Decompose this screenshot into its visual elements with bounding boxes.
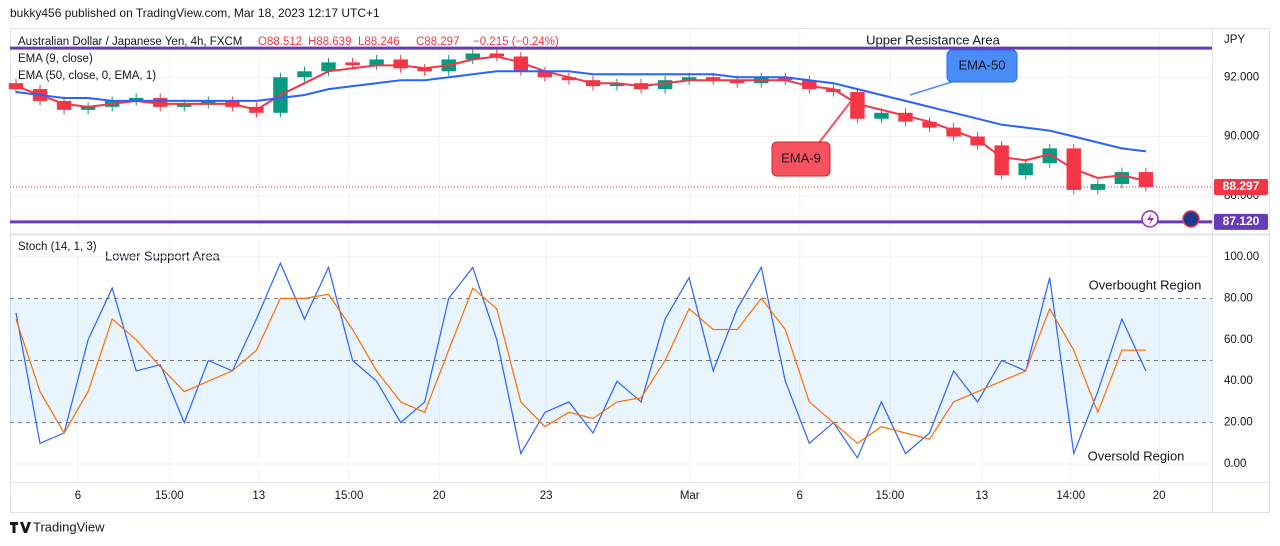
- y-tick-label: 60.00: [1224, 334, 1253, 346]
- x-tick-label: 14:00: [1056, 490, 1085, 502]
- level-price-label: 87.120: [1223, 214, 1260, 228]
- candle-body: [153, 97, 168, 107]
- candle-body: [826, 89, 841, 93]
- x-tick-label: 15:00: [155, 490, 184, 502]
- candle-body: [128, 97, 144, 101]
- candle-body: [729, 80, 745, 84]
- indicator-legend: EMA (50, close, 0, EMA, 1): [18, 70, 156, 82]
- x-tick-label: 13: [252, 490, 265, 502]
- level-price-tag: [1214, 213, 1268, 230]
- callout-text: EMA-50: [959, 57, 1006, 72]
- indicator-legend: EMA (9, close): [18, 53, 93, 65]
- y-tick-label: 0.00: [1224, 458, 1246, 470]
- ohlc-value: O88.512: [258, 36, 302, 48]
- candle-body: [898, 112, 913, 122]
- x-tick-label: 20: [433, 490, 446, 502]
- candle-body: [417, 68, 432, 72]
- candle-body: [1018, 163, 1033, 176]
- candle-body: [970, 136, 985, 146]
- symbol-title: Australian Dollar / Japanese Yen, 4h, FX…: [18, 36, 242, 48]
- candle-body: [513, 56, 529, 72]
- region-label: Overbought Region: [1089, 277, 1202, 292]
- x-tick-label: 6: [797, 490, 803, 502]
- x-tick-label: 15:00: [875, 490, 904, 502]
- axis-unit: JPY: [1224, 34, 1245, 46]
- candle-body: [681, 77, 697, 81]
- ema-line: [15, 70, 1147, 153]
- ohlc-value: H88.639: [308, 36, 351, 48]
- candle-body: [297, 71, 312, 78]
- candle-body: [946, 127, 961, 137]
- candle-body: [537, 71, 553, 78]
- candle-body: [465, 53, 480, 60]
- candle-body: [994, 145, 1009, 176]
- x-tick-label: 6: [75, 490, 81, 502]
- candle-body: [778, 77, 793, 81]
- ohlc-value: C88.297: [416, 36, 459, 48]
- y-tick-label: 90.000: [1224, 131, 1259, 143]
- candle-body: [705, 77, 721, 81]
- candle-body: [345, 62, 360, 66]
- x-tick-label: 13: [975, 490, 988, 502]
- candle-body: [1042, 148, 1057, 164]
- brand-name: TradingView: [33, 519, 105, 534]
- stoch-line: [15, 261, 1147, 460]
- region-label: Oversold Region: [1088, 448, 1185, 463]
- last-price-label: 88.297: [1223, 179, 1260, 193]
- alert-icon-bolt: [1147, 213, 1154, 225]
- candle-body: [489, 53, 505, 57]
- candle-body: [561, 77, 577, 81]
- y-tick-label: 100.00: [1224, 251, 1259, 263]
- x-tick-label: 20: [1153, 490, 1166, 502]
- y-tick-label: 92.000: [1224, 71, 1259, 83]
- candle-body: [1090, 183, 1106, 190]
- x-tick-label: 23: [540, 490, 553, 502]
- callout-pointer: [817, 99, 853, 145]
- last-price-tag: [1214, 179, 1268, 196]
- y-tick-label: 40.00: [1224, 375, 1253, 387]
- indicator-legend: Stoch (14, 1, 3): [18, 241, 97, 253]
- candle-body: [1114, 172, 1130, 184]
- callout-box: [771, 141, 831, 177]
- candle-body: [922, 121, 937, 128]
- callout-pointer: [909, 79, 959, 96]
- brand: TradingView: [10, 519, 105, 534]
- candle-body: [1138, 172, 1154, 187]
- ema-line: [15, 55, 1147, 182]
- candle-body: [657, 80, 673, 90]
- candle-body: [802, 80, 817, 90]
- stoch-line: [15, 287, 1146, 445]
- y-tick-label: 20.00: [1224, 417, 1253, 429]
- callout-box: [946, 49, 1018, 83]
- y-tick-label: 80.00: [1224, 292, 1253, 304]
- x-tick-label: Mar: [680, 490, 700, 502]
- candle-body: [393, 59, 408, 69]
- candle-body: [369, 59, 384, 66]
- ohlc-value: L88.246: [358, 36, 400, 48]
- brand-logo: [10, 522, 31, 533]
- candle-body: [321, 62, 336, 72]
- chart-frame: [10, 28, 1270, 513]
- candle-body: [80, 106, 96, 110]
- candle-body: [201, 100, 216, 104]
- callout-text: EMA-9: [781, 150, 821, 165]
- level-name: Lower Support Area: [105, 248, 221, 263]
- candle-body: [177, 103, 192, 107]
- candle-body: [609, 83, 625, 87]
- flag-icon: [1182, 210, 1200, 228]
- published-line: bukky456 published on TradingView.com, M…: [10, 6, 380, 20]
- candle-body: [56, 100, 72, 110]
- ohlc-value: −0.215 (−0.24%): [473, 36, 559, 48]
- x-tick-label: 15:00: [335, 490, 364, 502]
- candle-body: [850, 92, 865, 119]
- level-name: Upper Resistance Area: [866, 32, 1000, 47]
- candle-body: [874, 112, 889, 119]
